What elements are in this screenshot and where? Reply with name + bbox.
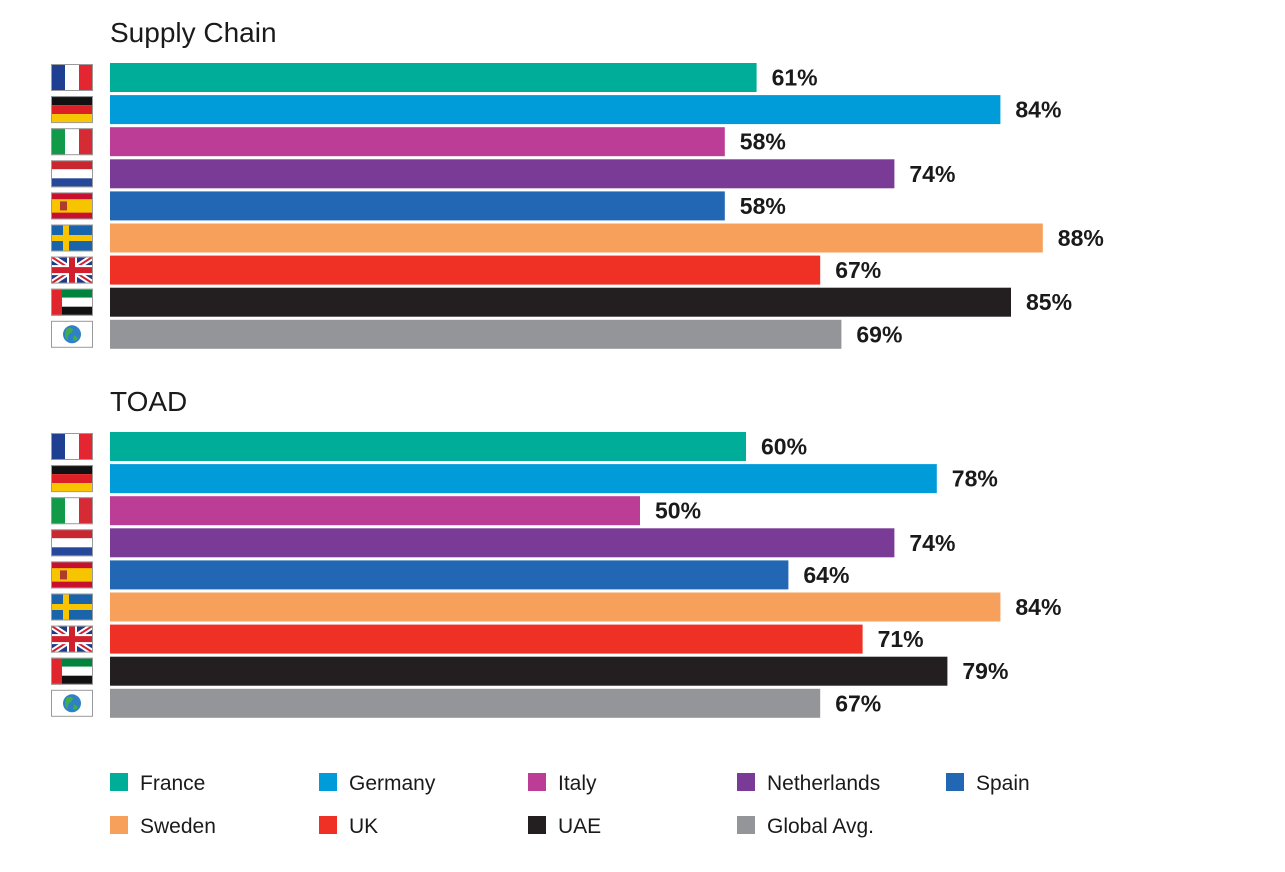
legend-item-germany: Germany: [319, 772, 436, 795]
legend-swatch-global-avg: [737, 816, 755, 834]
bar-uae: [110, 287, 1011, 317]
bar-spain: [110, 560, 789, 590]
legend-label-global-avg: Global Avg.: [767, 815, 874, 838]
bar-uae: [110, 656, 948, 686]
value-label-global-avg: 67%: [835, 690, 881, 716]
legend-label-italy: Italy: [558, 772, 597, 795]
bar-france: [110, 63, 757, 92]
bar-italy: [110, 127, 725, 157]
bar-netherlands: [110, 159, 895, 189]
bar-germany: [110, 464, 937, 494]
value-label-uae: 85%: [1026, 289, 1072, 315]
legend-label-uk: UK: [349, 815, 378, 838]
uae-flag-icon: [51, 657, 93, 685]
sweden-flag-icon: [51, 224, 93, 252]
legend-swatch-uk: [319, 816, 337, 834]
value-label-italy: 50%: [655, 498, 701, 524]
globe-icon: [51, 689, 93, 717]
legend-item-uk: UK: [319, 815, 378, 838]
bar-sweden: [110, 223, 1043, 253]
toad-panel: 60% 78% 50% 74% 64% 84% 71% 79% 67%: [51, 432, 1061, 718]
globe-icon: [51, 320, 93, 348]
france-flag-icon: [51, 433, 93, 460]
legend-swatch-uae: [528, 816, 546, 834]
legend-label-netherlands: Netherlands: [767, 772, 880, 795]
legend-item-global-avg: Global Avg.: [737, 815, 874, 838]
legend-label-spain: Spain: [976, 772, 1030, 795]
netherlands-flag-icon: [51, 529, 93, 557]
legend-label-uae: UAE: [558, 815, 601, 838]
legend-item-france: France: [110, 772, 205, 795]
legend-item-spain: Spain: [946, 772, 1030, 795]
legend-swatch-germany: [319, 773, 337, 791]
italy-flag-icon: [51, 497, 93, 525]
value-label-uk: 67%: [835, 257, 881, 283]
spain-flag-icon: [51, 561, 93, 589]
germany-flag-icon: [51, 96, 93, 124]
legend-swatch-spain: [946, 773, 964, 791]
legend-item-netherlands: Netherlands: [737, 772, 880, 795]
bar-spain: [110, 191, 725, 221]
bar-uk: [110, 624, 863, 654]
germany-flag-icon: [51, 465, 93, 493]
uae-flag-icon: [51, 288, 93, 316]
bar-netherlands: [110, 528, 895, 558]
value-label-global-avg: 69%: [856, 321, 902, 347]
legend-swatch-netherlands: [737, 773, 755, 791]
legend-swatch-sweden: [110, 816, 128, 834]
legend-label-sweden: Sweden: [140, 815, 216, 838]
netherlands-flag-icon: [51, 160, 93, 188]
chart-title-toad: TOAD: [110, 386, 187, 417]
value-label-uk: 71%: [878, 626, 924, 652]
legend-item-uae: UAE: [528, 815, 601, 838]
chart-title-supply-chain: Supply Chain: [110, 17, 277, 48]
sweden-flag-icon: [51, 593, 93, 621]
value-label-italy: 58%: [740, 129, 786, 155]
legend-item-sweden: Sweden: [110, 815, 216, 838]
value-label-france: 60%: [761, 434, 807, 460]
legend-swatch-france: [110, 773, 128, 791]
bar-global-avg: [110, 319, 842, 349]
value-label-france: 61%: [772, 65, 818, 91]
bar-france: [110, 432, 746, 461]
bar-germany: [110, 95, 1001, 125]
value-label-spain: 64%: [803, 562, 849, 588]
legend-label-france: France: [140, 772, 205, 795]
value-label-sweden: 88%: [1058, 225, 1104, 251]
legend-item-italy: Italy: [528, 772, 597, 795]
legend: France Germany Italy Netherlands Spain Sweden…: [110, 772, 1030, 838]
value-label-uae: 79%: [962, 658, 1008, 684]
bar-global-avg: [110, 688, 821, 718]
bar-sweden: [110, 592, 1001, 622]
value-label-spain: 58%: [740, 193, 786, 219]
legend-swatch-italy: [528, 773, 546, 791]
value-label-germany: 78%: [952, 466, 998, 492]
bar-italy: [110, 496, 640, 526]
bar-uk: [110, 255, 821, 285]
value-label-netherlands: 74%: [909, 161, 955, 187]
supply-chain-panel: 61% 84% 58% 74% 58% 88% 67% 85% 69%: [51, 63, 1104, 349]
spain-flag-icon: [51, 192, 93, 220]
legend-label-germany: Germany: [349, 772, 436, 795]
value-label-netherlands: 74%: [909, 530, 955, 556]
uk-flag-icon: [51, 256, 93, 284]
france-flag-icon: [51, 64, 93, 91]
italy-flag-icon: [51, 128, 93, 156]
uk-flag-icon: [51, 625, 93, 653]
value-label-germany: 84%: [1015, 97, 1061, 123]
value-label-sweden: 84%: [1015, 594, 1061, 620]
